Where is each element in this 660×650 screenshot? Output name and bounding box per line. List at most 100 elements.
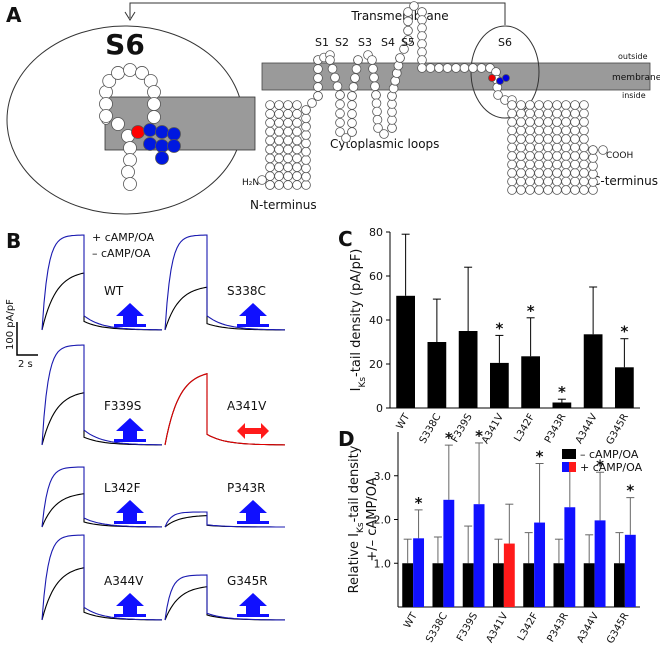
response-arrow bbox=[114, 418, 146, 442]
residue bbox=[552, 108, 562, 119]
residue bbox=[274, 109, 284, 119]
residue bbox=[534, 159, 544, 170]
residue bbox=[347, 109, 357, 119]
residue bbox=[265, 144, 275, 155]
residue bbox=[516, 142, 526, 153]
residue bbox=[451, 63, 461, 73]
residue bbox=[543, 151, 553, 161]
residue bbox=[525, 100, 535, 110]
residue bbox=[579, 151, 589, 161]
residue bbox=[552, 142, 562, 153]
residue bbox=[516, 100, 526, 110]
loops-label: Cytoplasmic loops bbox=[330, 137, 439, 151]
y-tick-label: 1.0 bbox=[374, 557, 392, 570]
current-trace bbox=[164, 574, 285, 621]
residue bbox=[123, 177, 137, 191]
residue bbox=[588, 177, 598, 187]
bar bbox=[583, 334, 603, 408]
axis-label-part: Ks bbox=[358, 377, 368, 388]
residue bbox=[496, 77, 504, 85]
residue bbox=[325, 55, 335, 65]
bar bbox=[624, 534, 636, 607]
residue bbox=[301, 113, 311, 124]
residue bbox=[507, 134, 517, 144]
residue bbox=[525, 168, 535, 178]
residue bbox=[347, 91, 357, 101]
residue bbox=[283, 171, 293, 181]
significance: * bbox=[495, 319, 503, 337]
residue bbox=[570, 117, 580, 127]
current-trace bbox=[164, 511, 285, 528]
residue bbox=[570, 134, 580, 144]
residue bbox=[543, 159, 553, 170]
legend-swatch bbox=[569, 462, 576, 472]
residue bbox=[588, 161, 598, 171]
residue bbox=[292, 100, 302, 110]
response-arrow bbox=[114, 303, 146, 327]
y-tick-label: 20 bbox=[369, 358, 383, 371]
residue bbox=[403, 25, 413, 36]
residue bbox=[543, 168, 553, 178]
residue bbox=[387, 115, 397, 125]
current-trace bbox=[164, 234, 285, 331]
residue bbox=[525, 125, 535, 136]
residue bbox=[274, 100, 284, 110]
x-tick-label: F339S bbox=[455, 611, 480, 644]
x-tick-label: A341V bbox=[480, 412, 506, 446]
residue bbox=[561, 168, 571, 178]
residue bbox=[292, 144, 302, 155]
residue bbox=[403, 7, 413, 17]
segment-label: S4 bbox=[381, 36, 395, 49]
residue bbox=[488, 74, 496, 82]
residue bbox=[283, 100, 293, 110]
response-arrow bbox=[237, 500, 269, 524]
bar bbox=[503, 543, 515, 607]
bar bbox=[523, 563, 535, 607]
residue bbox=[292, 135, 302, 146]
current-trace bbox=[41, 272, 162, 331]
response-arrow bbox=[237, 303, 269, 327]
residue bbox=[507, 185, 517, 195]
residue bbox=[579, 142, 589, 153]
residue bbox=[579, 159, 589, 170]
response-arrow bbox=[237, 423, 269, 439]
residue bbox=[368, 63, 378, 74]
residue bbox=[301, 130, 311, 140]
residue bbox=[147, 85, 161, 99]
residue bbox=[579, 185, 589, 195]
residue bbox=[552, 151, 562, 161]
residue bbox=[543, 125, 553, 136]
mutant-label: A344V bbox=[104, 574, 144, 588]
response-arrow bbox=[114, 593, 146, 617]
residue bbox=[283, 135, 293, 146]
significance: * bbox=[415, 494, 423, 512]
residue bbox=[525, 185, 535, 195]
bar bbox=[553, 563, 565, 607]
inside-label: inside bbox=[622, 91, 646, 100]
x-tick-label: F339S bbox=[450, 412, 475, 445]
residue bbox=[403, 16, 413, 27]
residue bbox=[348, 82, 359, 92]
residue bbox=[417, 15, 427, 25]
residue bbox=[121, 165, 135, 179]
residue bbox=[525, 134, 535, 144]
residue bbox=[369, 72, 379, 83]
axis-label-part: I bbox=[347, 533, 362, 537]
x-tick-label: WT bbox=[402, 610, 420, 630]
transmembrane-label: Transmembrane bbox=[350, 9, 448, 23]
residue bbox=[588, 153, 598, 163]
axis-label-part: I bbox=[349, 388, 364, 392]
x-tick-label: P343R bbox=[545, 611, 571, 644]
legend-label: + cAMP/OA bbox=[580, 461, 643, 474]
residue bbox=[534, 142, 544, 153]
residue bbox=[350, 73, 360, 83]
residue bbox=[370, 81, 380, 92]
residue bbox=[274, 144, 284, 155]
segment-label: S2 bbox=[335, 36, 349, 49]
bar bbox=[534, 522, 546, 607]
residue bbox=[332, 81, 343, 92]
y-tick-label: 2.0 bbox=[374, 514, 392, 527]
residue bbox=[516, 117, 526, 127]
residue bbox=[292, 162, 302, 173]
residue bbox=[507, 168, 517, 178]
